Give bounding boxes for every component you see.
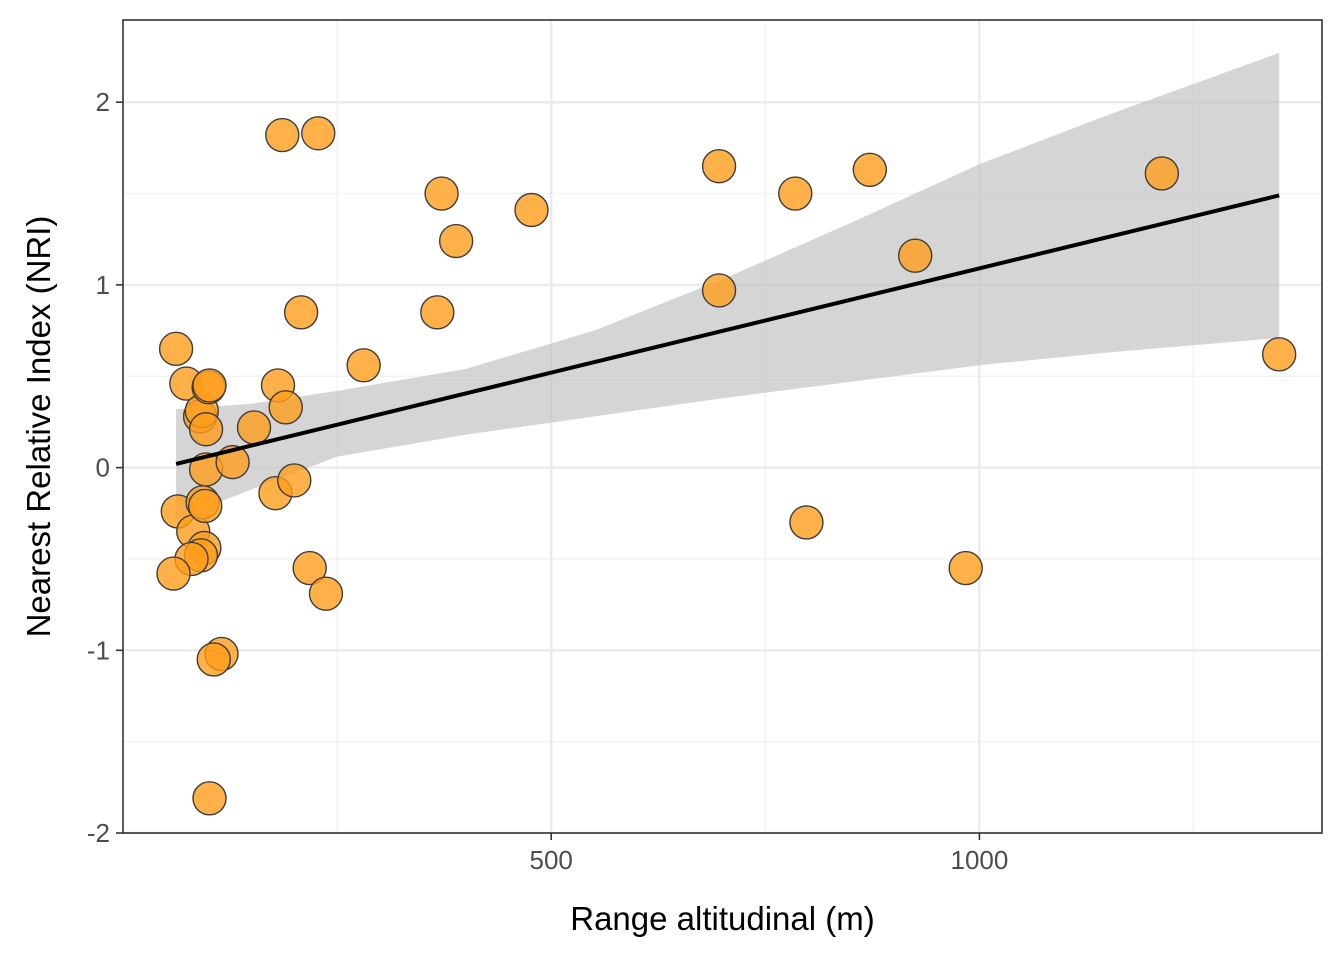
y-tick-label: 2 [96,87,110,117]
x-axis-ticks: 500 1000 [530,833,1009,875]
data-point [156,556,191,591]
data-point [789,505,824,540]
x-tick-label: 500 [530,845,573,875]
data-point [852,152,888,188]
data-point [424,176,459,211]
data-point [188,488,223,524]
data-point [236,410,272,445]
data-point [196,642,231,677]
data-point [420,295,455,330]
data-point [1261,337,1297,372]
y-axis-title: Nearest Relative Index (NRI) [20,216,57,638]
data-point [701,273,737,308]
data-point [265,117,300,153]
regression-line [175,193,1280,466]
data-point [277,463,312,498]
data-points [156,116,1297,816]
data-point [897,238,933,273]
y-tick-label: -1 [87,635,110,665]
y-tick-label: -2 [87,818,110,848]
data-point [283,295,319,330]
data-point [778,176,813,211]
data-point [438,223,474,259]
x-axis-title: Range altitudinal (m) [570,900,874,937]
data-point [948,550,983,586]
data-point [192,781,227,816]
x-tick-label: 1000 [951,845,1009,875]
data-point [1144,156,1180,191]
data-point [308,576,344,611]
data-point [701,148,737,184]
data-point [192,368,227,403]
data-point [268,390,303,425]
data-point [188,412,224,447]
data-point [514,192,549,228]
y-axis-ticks: -2 -1 0 1 2 [87,87,123,848]
data-point [292,550,327,586]
y-tick-label: 0 [96,453,110,483]
y-tick-label: 1 [96,270,110,300]
data-point [301,116,336,151]
panel-border [122,19,1323,834]
data-point [346,348,381,383]
data-point [158,331,194,367]
